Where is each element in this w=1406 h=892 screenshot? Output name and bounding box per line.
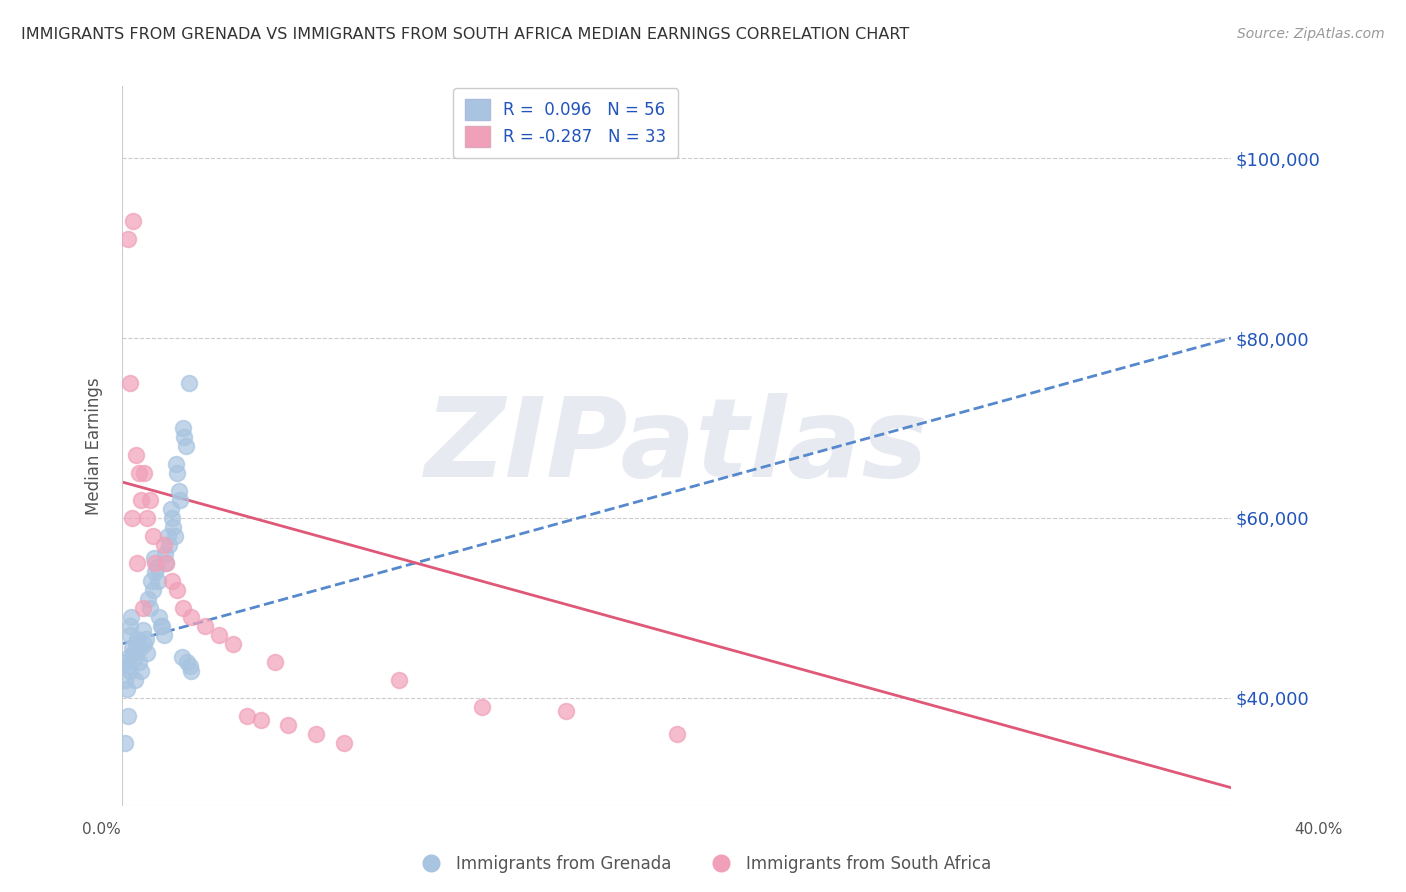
Point	[277, 717, 299, 731]
Point	[129, 641, 152, 656]
Point	[170, 650, 193, 665]
Point	[162, 520, 184, 534]
Point	[222, 637, 245, 651]
Point	[180, 664, 202, 678]
Point	[132, 600, 155, 615]
Point	[141, 529, 163, 543]
Point	[166, 582, 188, 597]
Point	[141, 582, 163, 597]
Legend: Immigrants from Grenada, Immigrants from South Africa: Immigrants from Grenada, Immigrants from…	[408, 848, 998, 880]
Point	[141, 574, 163, 588]
Point	[125, 448, 148, 462]
Point	[117, 232, 139, 246]
Point	[194, 619, 217, 633]
Point	[143, 556, 166, 570]
Point	[236, 708, 259, 723]
Point	[131, 492, 153, 507]
Point	[665, 727, 688, 741]
Text: 0.0%: 0.0%	[82, 822, 121, 837]
Point	[131, 664, 153, 678]
Point	[208, 628, 231, 642]
Point	[134, 466, 156, 480]
Point	[120, 376, 142, 390]
Text: 40.0%: 40.0%	[1295, 822, 1343, 837]
Point	[155, 556, 177, 570]
Legend: R =  0.096   N = 56, R = -0.287   N = 33: R = 0.096 N = 56, R = -0.287 N = 33	[453, 87, 678, 158]
Point	[146, 574, 169, 588]
Point	[176, 655, 198, 669]
Point	[167, 483, 190, 498]
Point	[148, 610, 170, 624]
Text: Source: ZipAtlas.com: Source: ZipAtlas.com	[1237, 27, 1385, 41]
Point	[124, 673, 146, 687]
Point	[179, 659, 201, 673]
Point	[136, 646, 159, 660]
Point	[127, 632, 149, 647]
Point	[117, 659, 139, 673]
Point	[153, 547, 176, 561]
Point	[122, 646, 145, 660]
Point	[145, 560, 167, 574]
Point	[249, 713, 271, 727]
Point	[128, 466, 150, 480]
Point	[139, 492, 162, 507]
Point	[180, 610, 202, 624]
Point	[121, 641, 143, 656]
Point	[388, 673, 411, 687]
Point	[172, 600, 194, 615]
Point	[152, 628, 174, 642]
Point	[159, 502, 181, 516]
Point	[333, 736, 356, 750]
Point	[263, 655, 285, 669]
Point	[160, 574, 183, 588]
Point	[121, 511, 143, 525]
Point	[122, 214, 145, 228]
Point	[160, 511, 183, 525]
Point	[163, 529, 186, 543]
Text: ZIPatlas: ZIPatlas	[425, 392, 928, 500]
Point	[165, 457, 187, 471]
Point	[142, 551, 165, 566]
Point	[554, 704, 576, 718]
Point	[132, 624, 155, 638]
Point	[177, 376, 200, 390]
Point	[156, 529, 179, 543]
Point	[120, 664, 142, 678]
Point	[115, 681, 138, 696]
Point	[120, 628, 142, 642]
Point	[139, 600, 162, 615]
Point	[125, 637, 148, 651]
Point	[471, 699, 494, 714]
Point	[127, 556, 149, 570]
Point	[134, 637, 156, 651]
Point	[124, 650, 146, 665]
Point	[149, 619, 172, 633]
Point	[114, 736, 136, 750]
Point	[155, 556, 177, 570]
Point	[138, 591, 160, 606]
Point	[118, 619, 141, 633]
Point	[114, 673, 136, 687]
Text: IMMIGRANTS FROM GRENADA VS IMMIGRANTS FROM SOUTH AFRICA MEDIAN EARNINGS CORRELAT: IMMIGRANTS FROM GRENADA VS IMMIGRANTS FR…	[21, 27, 910, 42]
Point	[157, 538, 180, 552]
Point	[115, 655, 138, 669]
Point	[150, 619, 173, 633]
Point	[120, 610, 142, 624]
Point	[143, 565, 166, 579]
Point	[173, 430, 195, 444]
Point	[166, 466, 188, 480]
Point	[117, 708, 139, 723]
Y-axis label: Median Earnings: Median Earnings	[86, 377, 103, 515]
Point	[174, 439, 197, 453]
Point	[172, 421, 194, 435]
Point	[305, 727, 328, 741]
Point	[118, 650, 141, 665]
Point	[135, 632, 157, 647]
Point	[169, 492, 191, 507]
Point	[136, 511, 159, 525]
Point	[128, 655, 150, 669]
Point	[152, 538, 174, 552]
